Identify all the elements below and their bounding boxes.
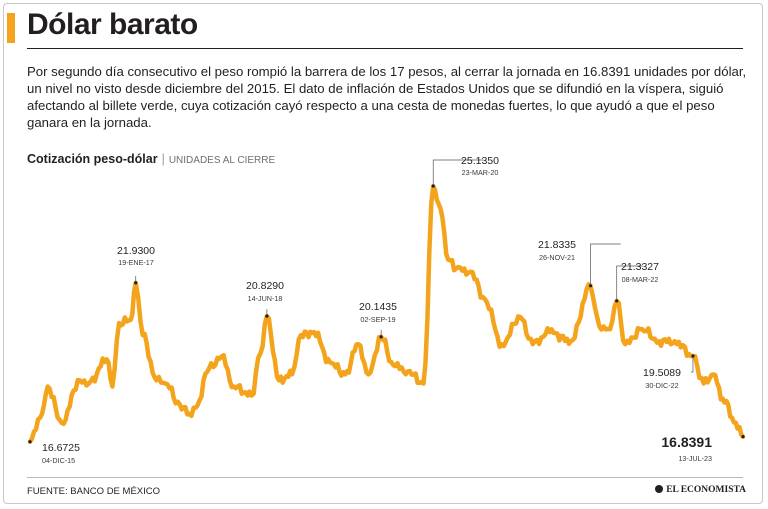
series-line-0: [27, 183, 746, 444]
annotation-point-3: [379, 335, 383, 339]
annotation-value-4: 25.1350: [461, 155, 499, 167]
annotation-value-7: 19.5089: [643, 367, 681, 379]
chart-units-label: UNIDADES AL CIERRE: [168, 155, 276, 166]
lede-paragraph: Por segundo día consecutivo el peso romp…: [27, 64, 747, 130]
chart-header-separator: |: [161, 152, 165, 166]
annotation-value-2: 20.8290: [246, 280, 284, 292]
footer-divider: [27, 477, 743, 478]
chart-title: Cotización peso-dólar: [27, 152, 158, 166]
annotation-date-5: 26-NOV-21: [539, 253, 575, 262]
brand-mark-icon: [655, 485, 664, 493]
annotation-leader-4: [432, 159, 484, 187]
brand-name: EL ECONOMISTA: [666, 485, 746, 495]
page-title: Dólar barato: [27, 8, 198, 41]
source-note: FUENTE: BANCO DE MÉXICO: [27, 486, 161, 497]
annotation-point-0: [28, 440, 32, 444]
annotation-leader-7: [690, 356, 694, 373]
annotation-date-2: 14-JUN-18: [248, 294, 283, 303]
annotation-date-4: 23-MAR-20: [462, 168, 499, 177]
annotation-value-8: 16.8391: [661, 434, 712, 450]
annotation-point-1: [134, 281, 138, 285]
annotation-point-5: [588, 284, 593, 288]
annotation-leader-5: [590, 243, 621, 286]
annotation-point-4: [431, 184, 435, 188]
annotation-value-5: 21.8335: [538, 239, 576, 251]
annotation-date-8: 13-JUL-23: [678, 454, 712, 463]
annotation-value-0: 16.6725: [42, 442, 80, 454]
annotation-point-8: [741, 435, 745, 439]
annotation-date-3: 02-SEP-19: [360, 315, 395, 324]
annotation-value-3: 20.1435: [359, 301, 397, 313]
annotation-point-2: [265, 314, 269, 318]
annotation-date-0: 04-DIC-15: [42, 456, 75, 465]
annotation-date-7: 30-DIC-22: [645, 381, 678, 390]
title-accent-bar: [7, 13, 15, 43]
brand-logo: EL ECONOMISTA: [655, 485, 746, 495]
annotation-value-6: 21.3327: [621, 261, 659, 273]
annotation-point-7: [691, 354, 695, 358]
chart-header: Cotización peso-dólar | UNIDADES AL CIERRE: [27, 152, 275, 166]
annotation-point-6: [615, 299, 619, 303]
title-divider: [27, 48, 743, 49]
annotation-date-1: 19-ENE-17: [118, 258, 154, 267]
card-frame: [3, 3, 763, 504]
annotation-leader-6: [616, 265, 643, 301]
annotation-date-6: 08-MAR-22: [622, 275, 659, 284]
annotation-value-1: 21.9300: [117, 245, 155, 257]
